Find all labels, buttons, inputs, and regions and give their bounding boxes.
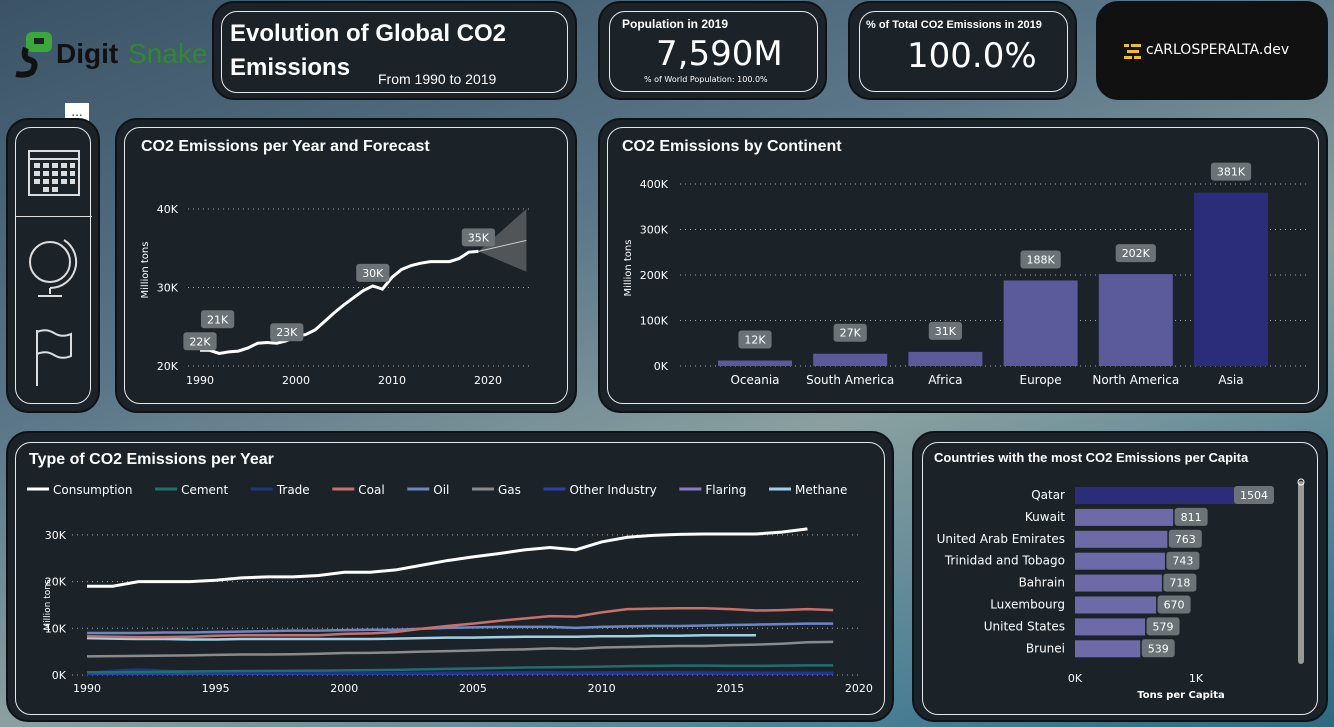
nav-panel [6,118,100,413]
kpi-share-label: % of Total CO2 Emissions in 2019 [866,19,1042,31]
brand-card[interactable]: cARLOSPERALTA.dev [1096,1,1328,100]
logo: Digit Snake [10,30,210,80]
page-subtitle: From 1990 to 2019 [378,71,497,87]
page-title-line1: Evolution of Global CO2 [230,20,506,47]
page-title-line2: Emissions [230,54,351,81]
brand-text: cARLOSPERALTA.dev [1146,42,1290,58]
types-chart-card: Type of CO2 Emissions per Year [6,431,894,722]
forecast-chart-card: CO2 Emissions per Year and Forecast [115,118,577,413]
per-capita-chart-card: Countries with the most CO2 Emissions pe… [912,431,1328,722]
kpi-population-sub: % of World Population: 100.0% [644,75,768,84]
logo-text-digit: Digit [56,38,119,69]
calendar-icon[interactable] [28,148,80,196]
kpi-share-value: 100.0% [907,36,1037,76]
kpi-share-card: % of Total CO2 Emissions in 2019 100.0% [848,1,1077,100]
globe-icon[interactable] [26,234,80,300]
chart-title: Countries with the most CO2 Emissions pe… [934,450,1249,465]
flag-icon[interactable] [34,328,74,388]
kpi-population-card: Population in 2019 7,590M % of World Pop… [598,1,827,100]
title-card: Evolution of Global CO2 Emissions From 1… [212,1,577,100]
continent-chart-card: CO2 Emissions by Continent [598,118,1328,413]
logo-text-snake: Snake [128,38,208,69]
kpi-population-value: 7,590M [656,34,783,74]
kpi-population-label: Population in 2019 [622,17,729,31]
brand-logo-icon [1124,44,1141,59]
snake-logo-icon [15,32,52,78]
chart-title: CO2 Emissions by Continent [622,138,842,155]
chart-title: CO2 Emissions per Year and Forecast [141,138,430,155]
chart-title: Type of CO2 Emissions per Year [29,451,274,468]
